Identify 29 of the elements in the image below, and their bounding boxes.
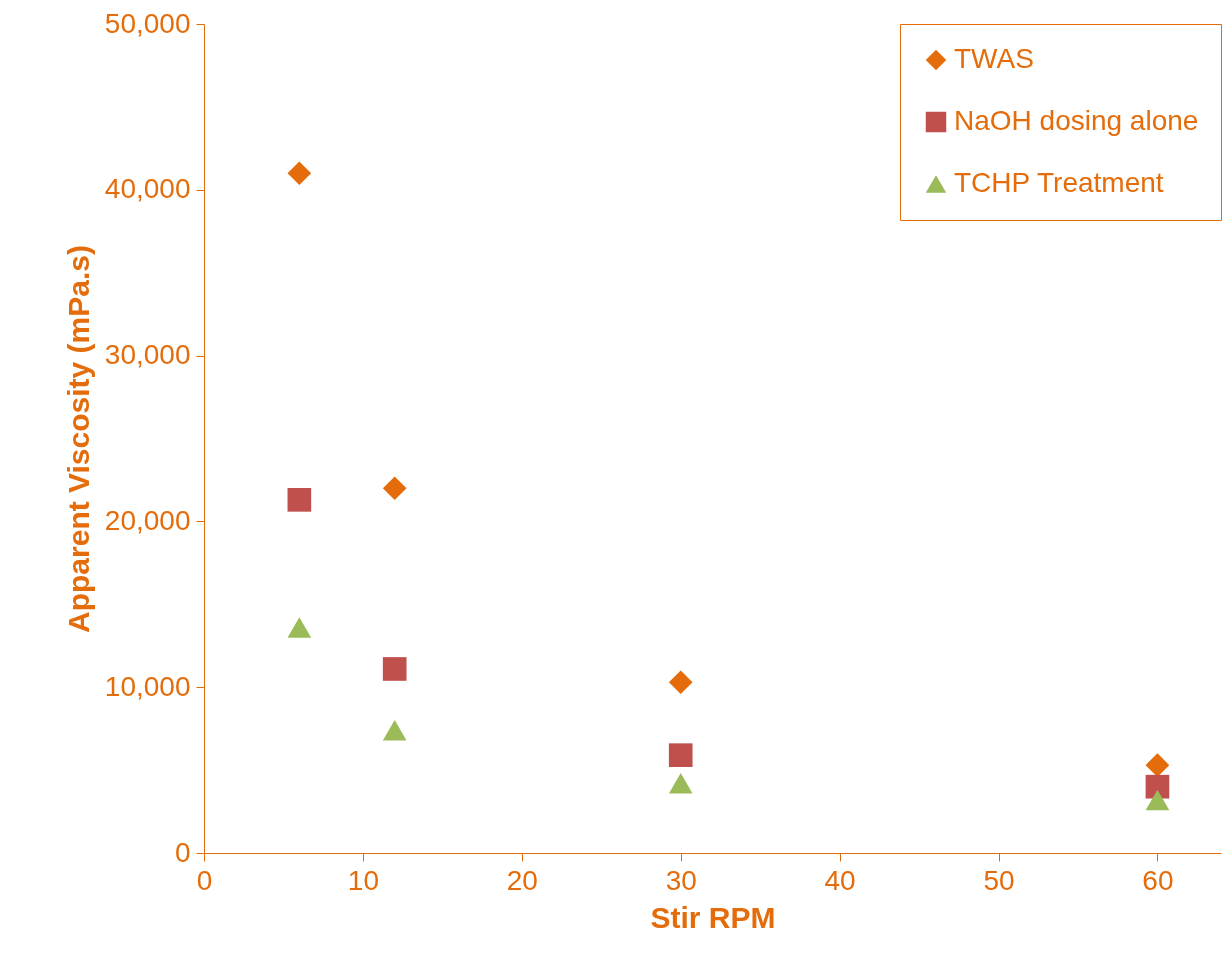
point — [382, 476, 407, 501]
point — [668, 773, 693, 794]
x-tick-label: 30 — [665, 864, 697, 896]
y-tick-label: 40,000 — [104, 173, 191, 205]
x-tick-label: 10 — [347, 864, 379, 896]
point — [1145, 753, 1170, 777]
legend-label: TWAS — [954, 43, 1034, 74]
x-tick-label: 0 — [196, 864, 213, 896]
y-tick-label: 30,000 — [104, 339, 191, 371]
point — [287, 488, 312, 512]
y-axis-title: Apparent Viscosity (mPa.s) — [61, 245, 95, 633]
x-tick-label: 60 — [1142, 864, 1174, 896]
y-tick-label: 0 — [174, 836, 191, 868]
point — [382, 657, 407, 681]
x-tick-label: 50 — [983, 864, 1015, 896]
x-tick-label: 40 — [824, 864, 856, 896]
point — [287, 161, 312, 186]
y-tick-label: 50,000 — [104, 7, 191, 39]
point — [668, 670, 693, 695]
x-axis-title: Stir RPM — [650, 900, 776, 934]
point — [287, 617, 312, 638]
y-tick-label: 10,000 — [104, 670, 191, 702]
legend-label: NaOH dosing alone — [954, 105, 1199, 136]
point — [1145, 789, 1170, 811]
legend-label: TCHP Treatment — [954, 167, 1164, 198]
y-tick-label: 20,000 — [104, 504, 191, 536]
point — [382, 720, 407, 741]
point — [668, 743, 693, 768]
x-tick-label: 20 — [506, 864, 538, 896]
